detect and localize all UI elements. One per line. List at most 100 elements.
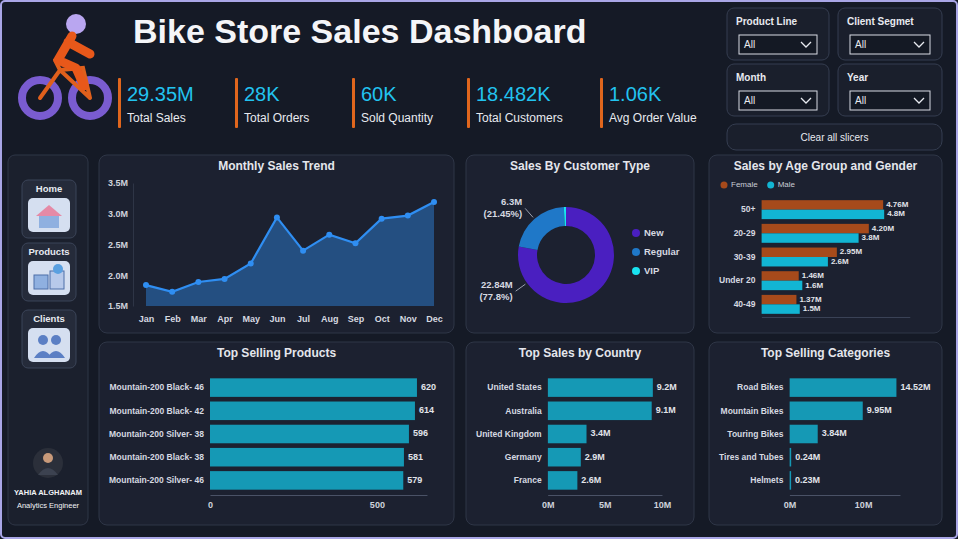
axis: 50+20-2930-39Under 2040-49 bbox=[719, 204, 756, 309]
tick-label: Jun bbox=[269, 314, 285, 324]
dropdown-value[interactable]: All bbox=[744, 95, 755, 106]
data-label: 4.20M bbox=[872, 224, 895, 233]
icon-roof[interactable] bbox=[36, 205, 62, 216]
tick: 2.0M bbox=[108, 271, 133, 281]
tick-label: 2.0M bbox=[108, 271, 128, 281]
data-label: 14.52M bbox=[900, 382, 930, 392]
kpi-card: 18.482KTotal Customers bbox=[467, 78, 563, 128]
plot bbox=[761, 200, 884, 314]
marker bbox=[195, 279, 201, 285]
marker bbox=[169, 289, 175, 295]
plot: 22.84M(77.8%)6.3M(21.45%) bbox=[479, 196, 614, 303]
slicer-label: Client Segmet bbox=[847, 16, 914, 27]
tick: Sep bbox=[348, 314, 365, 324]
tick-label: Dec bbox=[426, 314, 443, 324]
nav-icon-bg[interactable] bbox=[28, 198, 70, 232]
axis: 1.5M2.0M2.5M3.0M3.5M bbox=[108, 178, 134, 311]
tick-label: 10M bbox=[855, 500, 873, 510]
data-label: 0.24M bbox=[795, 452, 820, 462]
nav-button-box[interactable] bbox=[22, 243, 76, 301]
bar bbox=[761, 281, 802, 290]
dropdown-box[interactable] bbox=[850, 35, 930, 54]
dropdown-chevron[interactable] bbox=[801, 98, 811, 103]
bar bbox=[761, 248, 836, 257]
icon-person[interactable] bbox=[38, 335, 48, 345]
slicer-dropdown[interactable]: All bbox=[739, 91, 817, 110]
dropdown-value[interactable]: All bbox=[855, 39, 866, 50]
slicer-dropdown[interactable]: All bbox=[850, 35, 930, 54]
data-label: 2.6M bbox=[831, 257, 849, 266]
nav-label[interactable]: Products bbox=[28, 246, 69, 257]
nav-icon[interactable] bbox=[28, 328, 70, 362]
bar bbox=[761, 200, 883, 209]
icon-house[interactable] bbox=[39, 216, 59, 228]
tick-label: Mountain Bikes bbox=[721, 406, 784, 416]
data-label: 1.5M bbox=[803, 304, 821, 313]
tick: Apr bbox=[217, 314, 233, 324]
slice bbox=[518, 207, 614, 303]
nav-label[interactable]: Home bbox=[36, 183, 62, 194]
tick: Jul bbox=[297, 314, 310, 324]
tick: 0 bbox=[208, 495, 213, 510]
tick-label: 40-49 bbox=[734, 299, 756, 309]
dropdown-chevron[interactable] bbox=[914, 42, 924, 47]
dashboard: Bike Store Sales Dashboard29.35MTotal Sa… bbox=[0, 0, 958, 539]
icon-person[interactable] bbox=[51, 335, 61, 345]
kpi-value: 60K bbox=[361, 83, 397, 105]
icon-body[interactable] bbox=[34, 351, 65, 358]
icon-box[interactable] bbox=[34, 275, 48, 289]
bar bbox=[789, 471, 791, 490]
kpi-value: 29.35M bbox=[127, 83, 194, 105]
tick-label: May bbox=[242, 314, 260, 324]
dropdown-chevron[interactable] bbox=[914, 98, 924, 103]
chart-title: Monthly Sales Trend bbox=[218, 159, 335, 173]
slicer-dropdown[interactable]: All bbox=[739, 35, 817, 54]
tick: Mountain-200 Black- 42 bbox=[109, 406, 204, 416]
nav-button[interactable]: Clients bbox=[22, 310, 76, 368]
bar bbox=[210, 402, 415, 421]
data-label: 1.6M bbox=[805, 281, 823, 290]
dropdown-value[interactable]: All bbox=[855, 95, 866, 106]
nav-icon[interactable] bbox=[28, 198, 70, 232]
nav-label[interactable]: Clients bbox=[33, 313, 65, 324]
nav-button-box[interactable] bbox=[22, 310, 76, 368]
dropdown-value[interactable]: All bbox=[744, 39, 755, 50]
data-label: 0.23M bbox=[795, 475, 820, 485]
nav-icon-bg[interactable] bbox=[28, 328, 70, 362]
kpi-accent bbox=[118, 78, 121, 128]
legend-swatch bbox=[632, 267, 640, 275]
tick: 10M bbox=[654, 495, 672, 510]
slicer-dropdown[interactable]: All bbox=[850, 91, 930, 110]
dropdown-box[interactable] bbox=[739, 35, 817, 54]
slice bbox=[519, 207, 565, 250]
dropdown-box[interactable] bbox=[850, 91, 930, 110]
icon-badge[interactable] bbox=[53, 264, 63, 274]
kpi-card: 28KTotal Orders bbox=[235, 78, 309, 128]
axis: Road BikesMountain BikesTouring BikesTir… bbox=[719, 382, 784, 485]
tick: May bbox=[242, 314, 260, 324]
bar bbox=[210, 425, 409, 444]
dropdown-chevron[interactable] bbox=[801, 42, 811, 47]
nav-button-box[interactable] bbox=[22, 180, 76, 238]
tick: Oct bbox=[375, 314, 390, 324]
tick: 3.0M bbox=[108, 209, 133, 219]
bar bbox=[548, 448, 581, 467]
tick: 30-39 bbox=[734, 252, 756, 262]
tick: Jan bbox=[139, 314, 155, 324]
line bbox=[146, 202, 434, 292]
dropdown-box[interactable] bbox=[739, 91, 817, 110]
nav-icon[interactable] bbox=[28, 261, 70, 295]
tick-label: Mountain-200 Black- 42 bbox=[109, 406, 204, 416]
clear-button[interactable]: Clear all slicers bbox=[727, 124, 942, 150]
data-label: 581 bbox=[408, 452, 423, 462]
nav-button[interactable]: Products bbox=[22, 243, 76, 301]
clear-button-label[interactable]: Clear all slicers bbox=[801, 132, 869, 143]
tick: Tires and Tubes bbox=[719, 452, 784, 462]
clear-button-box[interactable] bbox=[727, 124, 942, 150]
kpi-label: Sold Quantity bbox=[361, 111, 433, 125]
axis-line bbox=[548, 495, 662, 496]
legend-swatch bbox=[632, 229, 640, 237]
tick: Germany bbox=[505, 452, 542, 462]
nav-icon-bg[interactable] bbox=[28, 261, 70, 295]
nav-button[interactable]: Home bbox=[22, 180, 76, 238]
